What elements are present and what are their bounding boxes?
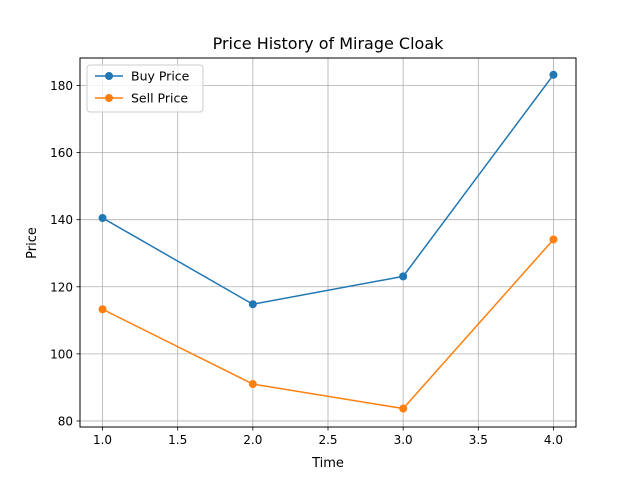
buy-price-point [549,70,558,79]
x-tick-label: 1.0 [93,433,112,447]
buy-price-line [102,74,555,305]
sell-price-point [399,404,408,413]
y-tick-label: 100 [50,347,73,361]
legend-sell-price-marker [105,94,113,102]
y-axis-label: Price [25,227,40,259]
data-series [98,70,558,413]
buy-price-point [98,214,107,223]
sell-price-point [248,380,257,389]
y-tick-label: 80 [58,414,73,428]
x-axis-ticks: 1.0 1.5 2.0 2.5 3.0 3.5 4.0 [93,427,563,447]
sell-price-point [549,235,558,244]
y-tick-label: 140 [50,213,73,227]
legend: Buy Price Sell Price [86,64,204,113]
sell-price-line [102,238,555,410]
x-tick-label: 3.5 [469,433,488,447]
y-tick-label: 180 [50,79,73,93]
y-tick-label: 120 [50,280,73,294]
chart-title: Price History of Mirage Cloak [213,34,445,53]
x-tick-label: 4.0 [544,433,563,447]
y-tick-label: 160 [50,146,73,160]
x-tick-label: 2.0 [243,433,262,447]
legend-buy-price-label: Buy Price [131,69,190,84]
legend-buy-price-marker [105,72,113,80]
x-tick-label: 2.5 [318,433,337,447]
x-tick-label: 3.0 [394,433,413,447]
x-axis-label: Time [311,456,344,471]
y-axis-ticks: 80 100 120 140 160 180 [50,79,80,428]
sell-price-point [98,305,107,314]
grid-lines [80,58,576,427]
buy-price-point [248,300,257,309]
legend-sell-price-label: Sell Price [131,91,188,106]
x-tick-label: 1.5 [168,433,187,447]
buy-price-point [399,272,408,281]
